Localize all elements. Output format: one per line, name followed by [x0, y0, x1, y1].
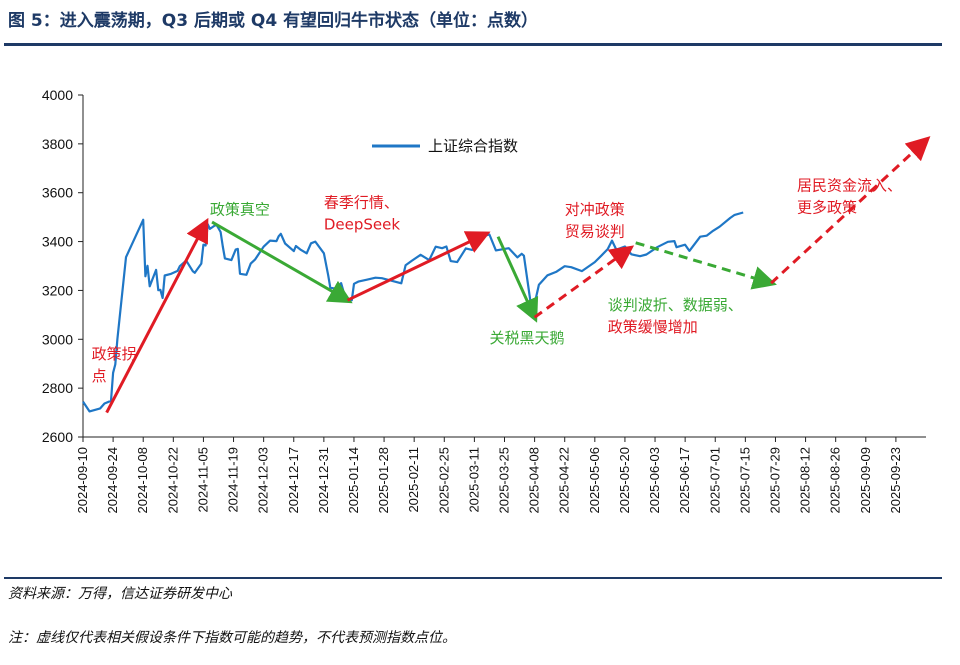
x-tick-label: 2025-06-03 — [647, 447, 662, 514]
y-tick-label: 3600 — [42, 185, 73, 201]
annotation-text: 点 — [92, 367, 107, 385]
legend: 上证综合指数 — [372, 137, 518, 155]
x-tick-label: 2025-01-28 — [376, 447, 391, 514]
x-tick-label: 2024-10-08 — [135, 447, 150, 514]
x-tick-label: 2025-02-25 — [436, 447, 451, 514]
trend-arrow-red-dashed — [770, 136, 931, 285]
trend-arrow-green-dashed — [635, 241, 777, 290]
footnote: 注：虚线仅代表相关假设条件下指数可能的趋势，不代表预测指数点位。 — [8, 630, 456, 646]
y-tick-label: 3800 — [42, 136, 73, 152]
trend-arrow-red-dashed — [533, 245, 635, 319]
trend-arrows — [105, 136, 931, 414]
x-tick-label: 2025-09-23 — [888, 447, 903, 514]
x-tick-label: 2024-12-03 — [256, 447, 271, 514]
annotation-text: 关税黑天鹅 — [489, 329, 564, 347]
x-tick-label: 2024-12-31 — [316, 447, 331, 514]
annotation-text: 贸易谈判 — [565, 223, 625, 241]
x-tick-label: 2024-09-24 — [105, 447, 120, 514]
annotation-text: DeepSeek — [324, 215, 401, 233]
y-tick-label: 4000 — [42, 87, 73, 103]
annotation-text: 谈判波折、数据弱、 — [608, 296, 743, 314]
x-tick-label: 2024-11-19 — [226, 447, 241, 513]
x-tick-label: 2025-03-11 — [466, 447, 481, 513]
x-tick-label: 2024-10-22 — [165, 447, 180, 514]
y-axis: 2600 2800 3000 3200 3400 3600 3800 4000 — [42, 87, 84, 445]
y-tick-label: 3000 — [42, 331, 73, 347]
x-tick-label: 2025-07-01 — [707, 447, 722, 514]
x-tick-label: 2024-12-17 — [286, 447, 301, 514]
y-tick-label: 2600 — [42, 429, 73, 445]
annotation-text: 政策拐 — [92, 345, 137, 363]
line-chart: 2600 2800 3000 3200 3400 3600 3800 4000 2024-09… — [42, 87, 931, 514]
trend-arrow-red-solid — [105, 217, 209, 414]
x-tick-label: 2025-07-29 — [767, 447, 782, 514]
figure-title: 图 5：进入震荡期，Q3 后期或 Q4 有望回归牛市状态（单位：点数） — [8, 11, 539, 31]
annotation-text: 更多政策 — [797, 198, 857, 216]
x-tick-label: 2025-05-20 — [617, 447, 632, 514]
x-tick-label: 2025-01-14 — [346, 447, 361, 514]
x-axis: 2024-09-10 2024-09-24 2024-10-08 2024-10-22… — [75, 436, 926, 514]
x-tick-label: 2025-08-26 — [828, 447, 843, 514]
x-tick-label: 2025-09-09 — [858, 447, 873, 514]
x-tick-label: 2025-03-25 — [497, 447, 512, 514]
y-tick-label: 3400 — [42, 234, 73, 250]
annotation-text: 对冲政策 — [565, 201, 625, 219]
legend-label: 上证综合指数 — [428, 137, 518, 155]
annotation-text: 春季行情、 — [324, 193, 399, 211]
x-tick-label: 2025-08-12 — [798, 447, 813, 514]
source-note: 资料来源：万得，信达证券研发中心 — [8, 586, 232, 602]
x-tick-label: 2025-04-22 — [557, 447, 572, 514]
annotation-text: 政策缓慢增加 — [608, 318, 698, 336]
x-tick-label: 2024-11-05 — [195, 447, 210, 513]
y-tick-label: 3200 — [42, 282, 73, 298]
annotation-text: 政策真空 — [210, 201, 270, 219]
annotation-text: 居民资金流入、 — [797, 176, 902, 194]
bottom-rule — [4, 577, 942, 579]
trend-arrow-green-solid — [211, 220, 353, 304]
trend-arrow-green-solid — [496, 236, 539, 323]
x-tick-label: 2025-06-17 — [677, 447, 692, 514]
trend-arrow-red-solid — [346, 231, 491, 302]
x-tick-label: 2025-07-15 — [737, 447, 752, 514]
top-rule — [4, 43, 942, 46]
x-tick-label: 2024-09-10 — [75, 447, 90, 514]
x-tick-label: 2025-05-06 — [587, 447, 602, 514]
y-tick-label: 2800 — [42, 380, 73, 396]
x-tick-label: 2025-02-11 — [406, 447, 421, 513]
x-tick-label: 2025-04-08 — [527, 447, 542, 514]
